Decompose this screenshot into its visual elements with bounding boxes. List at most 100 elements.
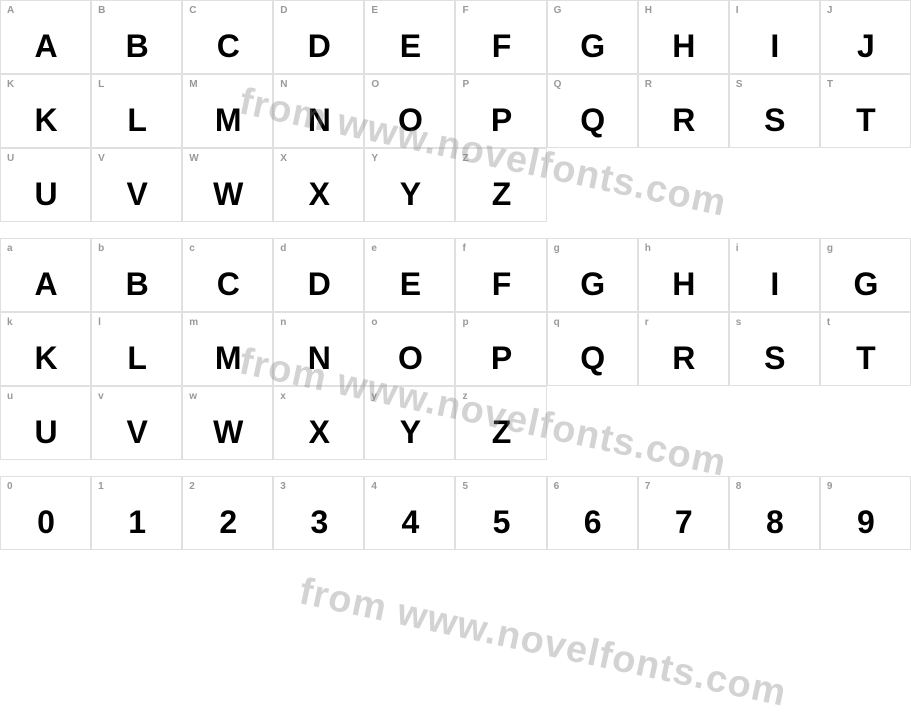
glyph-cell bbox=[638, 386, 729, 460]
glyph-cell: dD bbox=[273, 238, 364, 312]
cell-label: J bbox=[821, 1, 910, 20]
cell-label: T bbox=[821, 75, 910, 94]
cell-label: Z bbox=[456, 149, 545, 168]
glyph-cell: yY bbox=[364, 386, 455, 460]
glyph-cell: tT bbox=[820, 312, 911, 386]
glyph-cell: WW bbox=[182, 148, 273, 222]
cell-glyph: P bbox=[456, 94, 545, 147]
cell-glyph: B bbox=[92, 258, 181, 311]
cell-glyph: S bbox=[730, 94, 819, 147]
glyph-cell: OO bbox=[364, 74, 455, 148]
cell-glyph: C bbox=[183, 20, 272, 73]
cell-label: B bbox=[92, 1, 181, 20]
cell-glyph: Y bbox=[365, 406, 454, 459]
glyph-cell: ZZ bbox=[455, 148, 546, 222]
cell-label: i bbox=[730, 239, 819, 258]
glyph-cell: bB bbox=[91, 238, 182, 312]
cell-label: a bbox=[1, 239, 90, 258]
cell-label: G bbox=[548, 1, 637, 20]
cell-glyph: W bbox=[183, 168, 272, 221]
glyph-cell: lL bbox=[91, 312, 182, 386]
glyph-cell: PP bbox=[455, 74, 546, 148]
glyph-cell: oO bbox=[364, 312, 455, 386]
cell-label: z bbox=[456, 387, 545, 406]
cell-glyph: T bbox=[821, 94, 910, 147]
cell-label: Y bbox=[365, 149, 454, 168]
cell-glyph: 0 bbox=[1, 496, 90, 549]
cell-label: 9 bbox=[821, 477, 910, 496]
cell-glyph: 9 bbox=[821, 496, 910, 549]
font-chart-container: AABBCCDDEEFFGGHHIIJJKKLLMMNNOOPPQQRRSSTT… bbox=[0, 0, 911, 550]
cell-label: v bbox=[92, 387, 181, 406]
glyph-cell: CC bbox=[182, 0, 273, 74]
glyph-cell: 00 bbox=[0, 476, 91, 550]
glyph-cell bbox=[820, 148, 911, 222]
cell-glyph: H bbox=[639, 20, 728, 73]
cell-glyph: 8 bbox=[730, 496, 819, 549]
glyph-cell: 66 bbox=[547, 476, 638, 550]
glyph-cell: LL bbox=[91, 74, 182, 148]
glyph-cell: II bbox=[729, 0, 820, 74]
cell-label: F bbox=[456, 1, 545, 20]
cell-glyph: Z bbox=[456, 168, 545, 221]
glyph-cell: YY bbox=[364, 148, 455, 222]
cell-label: w bbox=[183, 387, 272, 406]
cell-label: t bbox=[821, 313, 910, 332]
cell-glyph: S bbox=[730, 332, 819, 385]
glyph-cell: 22 bbox=[182, 476, 273, 550]
glyph-cell: gG bbox=[547, 238, 638, 312]
cell-label: 8 bbox=[730, 477, 819, 496]
cell-label: I bbox=[730, 1, 819, 20]
glyph-cell: 99 bbox=[820, 476, 911, 550]
glyph-cell: GG bbox=[547, 0, 638, 74]
cell-glyph: G bbox=[548, 20, 637, 73]
cell-label: y bbox=[365, 387, 454, 406]
glyph-grid-digits: 00112233445566778899 bbox=[0, 476, 911, 550]
glyph-cell bbox=[547, 148, 638, 222]
cell-glyph: U bbox=[1, 168, 90, 221]
cell-label: 2 bbox=[183, 477, 272, 496]
cell-glyph: D bbox=[274, 20, 363, 73]
glyph-cell: UU bbox=[0, 148, 91, 222]
glyph-cell: AA bbox=[0, 0, 91, 74]
cell-label: q bbox=[548, 313, 637, 332]
cell-glyph: U bbox=[1, 406, 90, 459]
glyph-cell: rR bbox=[638, 312, 729, 386]
cell-glyph: M bbox=[183, 94, 272, 147]
glyph-cell: NN bbox=[273, 74, 364, 148]
cell-glyph: L bbox=[92, 332, 181, 385]
glyph-cell: iI bbox=[729, 238, 820, 312]
section-spacer bbox=[0, 460, 911, 476]
cell-glyph: R bbox=[639, 332, 728, 385]
cell-label: e bbox=[365, 239, 454, 258]
cell-label: l bbox=[92, 313, 181, 332]
glyph-cell: eE bbox=[364, 238, 455, 312]
cell-label: 5 bbox=[456, 477, 545, 496]
cell-glyph: X bbox=[274, 406, 363, 459]
glyph-cell: HH bbox=[638, 0, 729, 74]
glyph-cell: QQ bbox=[547, 74, 638, 148]
glyph-cell bbox=[729, 386, 820, 460]
cell-glyph: M bbox=[183, 332, 272, 385]
cell-glyph: P bbox=[456, 332, 545, 385]
glyph-cell bbox=[820, 386, 911, 460]
cell-glyph: I bbox=[730, 20, 819, 73]
cell-glyph: O bbox=[365, 94, 454, 147]
cell-label: f bbox=[456, 239, 545, 258]
cell-glyph: D bbox=[274, 258, 363, 311]
cell-glyph: K bbox=[1, 332, 90, 385]
cell-label: Q bbox=[548, 75, 637, 94]
cell-label: k bbox=[1, 313, 90, 332]
cell-glyph: X bbox=[274, 168, 363, 221]
cell-label: 7 bbox=[639, 477, 728, 496]
cell-label: U bbox=[1, 149, 90, 168]
glyph-cell: kK bbox=[0, 312, 91, 386]
glyph-cell: uU bbox=[0, 386, 91, 460]
cell-glyph: B bbox=[92, 20, 181, 73]
cell-glyph: A bbox=[1, 20, 90, 73]
cell-glyph: 7 bbox=[639, 496, 728, 549]
cell-glyph: V bbox=[92, 406, 181, 459]
glyph-grid-lowercase: aAbBcCdDeEfFgGhHiIgGkKlLmMnNoOpPqQrRsStT… bbox=[0, 238, 911, 460]
cell-glyph: G bbox=[548, 258, 637, 311]
cell-label: u bbox=[1, 387, 90, 406]
